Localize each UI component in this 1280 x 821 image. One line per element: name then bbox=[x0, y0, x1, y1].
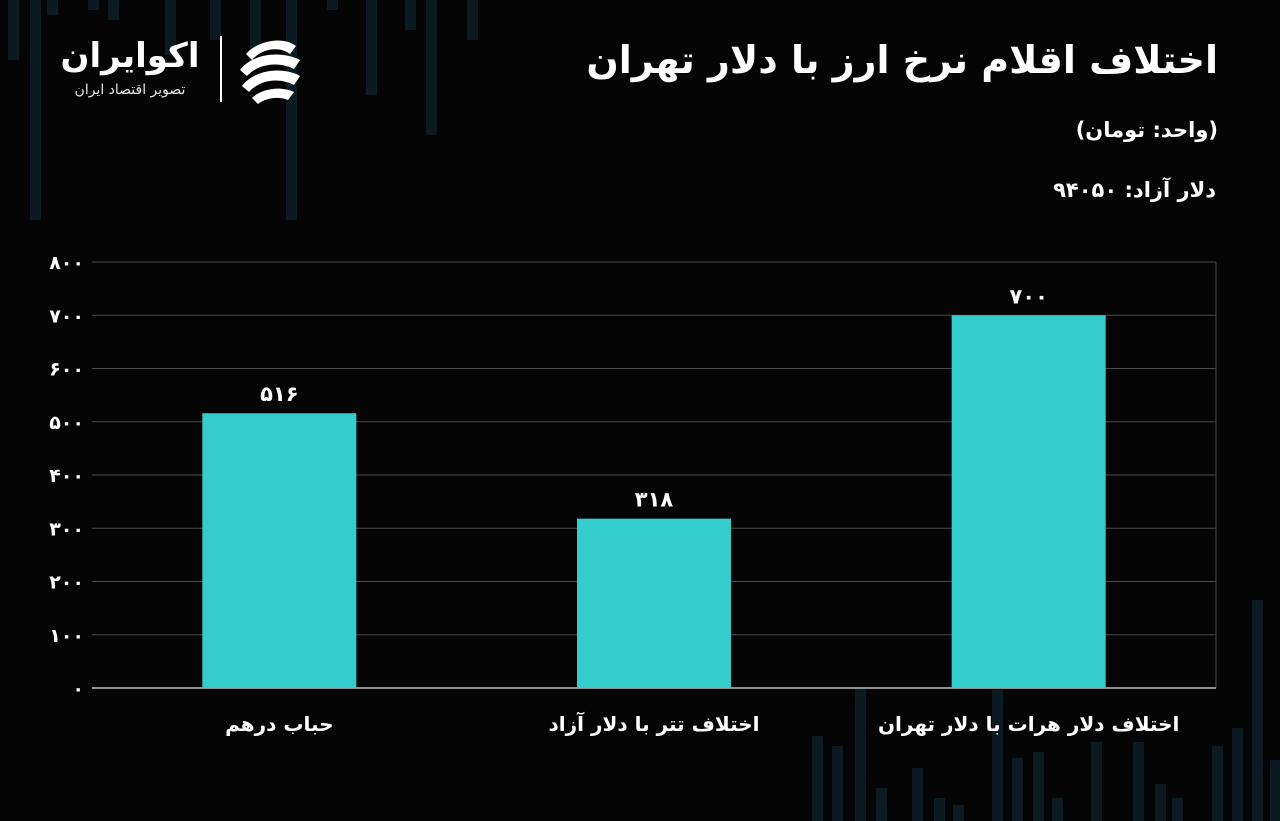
logo-tagline: تصویر اقتصاد ایران bbox=[74, 82, 186, 98]
bg-candle bbox=[1012, 758, 1023, 821]
free-dollar-rate: دلار آزاد: ۹۴۰۵۰ bbox=[1053, 178, 1216, 202]
bg-candle bbox=[426, 0, 437, 135]
logo-divider bbox=[220, 36, 222, 102]
bg-candle bbox=[953, 805, 964, 821]
y-tick-label: ۷۰۰ bbox=[49, 305, 84, 327]
bg-candle bbox=[912, 768, 923, 821]
bg-candle bbox=[1052, 798, 1063, 821]
bg-candle bbox=[1172, 798, 1183, 821]
bg-candle bbox=[992, 690, 1003, 821]
bg-candle bbox=[88, 0, 99, 10]
bg-candle bbox=[1033, 752, 1044, 821]
bg-candle bbox=[1091, 742, 1102, 821]
y-tick-label: ۲۰۰ bbox=[49, 572, 84, 594]
unit-label: (واحد: تومان) bbox=[1075, 118, 1218, 142]
y-tick-label: ۴۰۰ bbox=[49, 465, 84, 487]
bar bbox=[202, 413, 357, 688]
bg-candle bbox=[47, 0, 58, 15]
bg-candle bbox=[855, 688, 866, 821]
bar-value-label: ۳۱۸ bbox=[635, 488, 674, 512]
y-tick-label: ۱۰۰ bbox=[49, 625, 84, 647]
x-category-label: حباب درهم bbox=[225, 712, 333, 736]
bg-candle bbox=[812, 736, 823, 821]
bg-candle bbox=[210, 0, 221, 40]
bg-candle bbox=[405, 0, 416, 30]
bg-candle bbox=[1133, 742, 1144, 821]
bg-candle bbox=[8, 0, 19, 60]
bg-candle bbox=[1155, 784, 1166, 821]
bar bbox=[577, 518, 731, 688]
x-category-label: اختلاف تتر با دلار آزاد bbox=[549, 711, 760, 736]
y-tick-label: ۳۰۰ bbox=[49, 518, 84, 540]
bg-candle bbox=[1252, 600, 1263, 821]
bar bbox=[951, 315, 1106, 688]
bg-candle bbox=[832, 746, 843, 821]
logo-name: اکوایران bbox=[60, 36, 200, 76]
y-tick-label: ۵۰۰ bbox=[49, 412, 84, 434]
bg-candle bbox=[108, 0, 119, 20]
bar-value-label: ۵۱۶ bbox=[260, 382, 298, 406]
y-tick-label: ۰ bbox=[72, 678, 84, 700]
bg-candle bbox=[876, 788, 887, 821]
bg-candle bbox=[1212, 746, 1223, 821]
chart-title: اختلاف اقلام نرخ ارز با دلار تهران bbox=[586, 38, 1218, 82]
bg-candle bbox=[467, 0, 478, 40]
bg-candle bbox=[30, 0, 41, 220]
ecoiran-logo-icon bbox=[240, 40, 300, 104]
bar-value-label: ۷۰۰ bbox=[1009, 284, 1047, 308]
logo: اکوایران تصویر اقتصاد ایران bbox=[50, 32, 320, 112]
bg-candle bbox=[165, 0, 176, 55]
bg-candle bbox=[250, 0, 261, 50]
y-tick-label: ۶۰۰ bbox=[49, 359, 84, 381]
bg-candle bbox=[934, 798, 945, 821]
bg-candle bbox=[1232, 728, 1243, 821]
bg-candle bbox=[286, 0, 297, 220]
bg-candle bbox=[366, 0, 377, 95]
x-category-label: اختلاف دلار هرات با دلار تهران bbox=[878, 712, 1179, 736]
bg-candle bbox=[1270, 760, 1280, 821]
y-tick-label: ۸۰۰ bbox=[49, 252, 84, 274]
bg-candle bbox=[327, 0, 338, 10]
